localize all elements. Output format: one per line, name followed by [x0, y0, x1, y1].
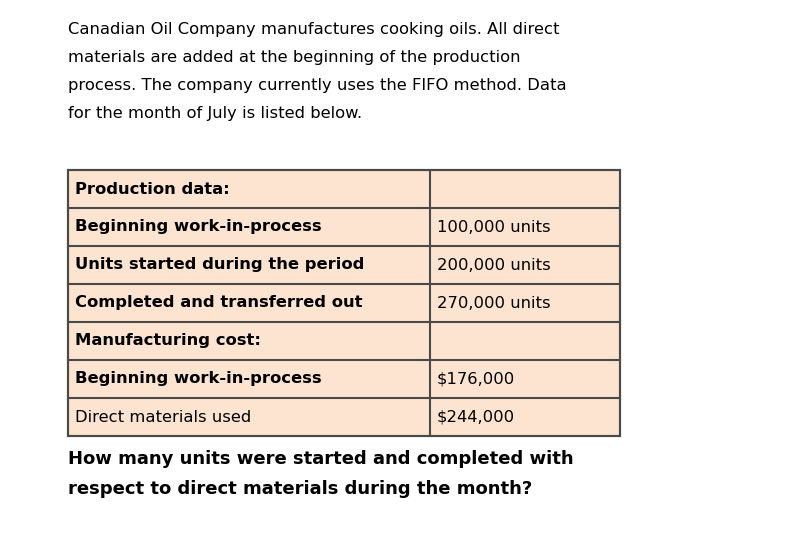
Text: $244,000: $244,000: [437, 410, 515, 424]
Text: How many units were started and completed with: How many units were started and complete…: [68, 450, 573, 468]
Text: Units started during the period: Units started during the period: [75, 258, 365, 272]
Text: materials are added at the beginning of the production: materials are added at the beginning of …: [68, 50, 520, 65]
Text: Production data:: Production data:: [75, 182, 229, 196]
Text: Direct materials used: Direct materials used: [75, 410, 252, 424]
Text: Manufacturing cost:: Manufacturing cost:: [75, 334, 261, 348]
Text: $176,000: $176,000: [437, 371, 515, 387]
Bar: [68, 170, 620, 436]
Text: Beginning work-in-process: Beginning work-in-process: [75, 371, 322, 387]
Text: Canadian Oil Company manufactures cooking oils. All direct: Canadian Oil Company manufactures cookin…: [68, 22, 559, 37]
Text: Completed and transferred out: Completed and transferred out: [75, 295, 362, 311]
Text: for the month of July is listed below.: for the month of July is listed below.: [68, 106, 362, 121]
Text: 200,000 units: 200,000 units: [437, 258, 551, 272]
Text: 270,000 units: 270,000 units: [437, 295, 551, 311]
Text: process. The company currently uses the FIFO method. Data: process. The company currently uses the …: [68, 78, 566, 93]
Text: respect to direct materials during the month?: respect to direct materials during the m…: [68, 480, 532, 498]
Text: Beginning work-in-process: Beginning work-in-process: [75, 219, 322, 235]
Text: 100,000 units: 100,000 units: [437, 219, 551, 235]
